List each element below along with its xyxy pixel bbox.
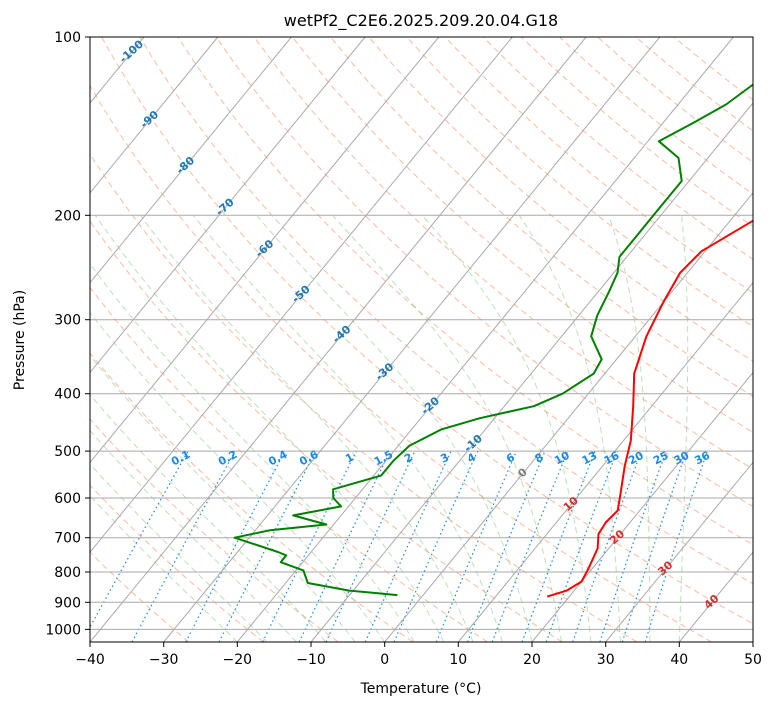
temperature-line (546, 219, 753, 598)
y-axis-label: Pressure (hPa) (12, 290, 28, 390)
moist-adiabat (678, 215, 689, 642)
x-tick-label: −30 (149, 652, 179, 668)
isotherm (384, 192, 753, 642)
dewpoint-line (233, 83, 753, 597)
y-tick-label: 400 (54, 387, 81, 403)
mixing-ratio-line (621, 450, 688, 642)
y-tick-label: 800 (54, 565, 81, 581)
plot-frame (89, 36, 754, 643)
dry-adiabat (253, 37, 753, 470)
isotherm (90, 37, 513, 553)
x-tick-label: 40 (670, 652, 688, 668)
moist-adiabat (256, 214, 533, 642)
x-tick-label: −20 (223, 652, 253, 668)
x-tick-label: 0 (380, 652, 389, 668)
dry-adiabat (90, 484, 264, 642)
mixing-ratio-line (325, 450, 416, 642)
mixing-ratio-line (599, 450, 667, 642)
isotherm (310, 102, 753, 642)
moist-adiabat (94, 215, 445, 642)
dry-adiabat (215, 37, 753, 507)
isotherm (90, 37, 587, 642)
isotherm (531, 371, 753, 642)
mixing-ratio-line (262, 450, 357, 642)
x-tick-label: −40 (75, 652, 105, 668)
dry-adiabat (90, 352, 414, 642)
moist-adiabats (90, 214, 689, 642)
isotherm (457, 281, 753, 642)
plot-area: -100-90-80-70-60-50-40-30-20-10010203040… (90, 37, 753, 642)
mixing-ratio-line (521, 450, 596, 642)
mixing-ratio-label: 10 (552, 449, 572, 468)
x-tick-label: 30 (597, 652, 615, 668)
y-tick-label: 300 (54, 313, 81, 329)
moist-adiabat (90, 311, 386, 642)
x-tick-label: 10 (449, 652, 467, 668)
x-tick-label: 20 (523, 652, 541, 668)
skewed-isotherms (90, 37, 753, 642)
isotherm (90, 37, 219, 194)
dry-adiabat (90, 551, 190, 642)
moist-adiabat (90, 495, 238, 642)
dry-adiabat (90, 84, 712, 642)
chart-title: wetPf2_C2E6.2025.209.20.04.G18 (284, 11, 558, 31)
dry-adiabat (90, 220, 563, 642)
dry-adiabat (90, 286, 488, 642)
moist-adiabat (90, 262, 415, 642)
moist-adiabat (421, 214, 592, 642)
mixing-ratio-label: 36 (692, 449, 712, 468)
moist-adiabat (90, 393, 327, 642)
mixing-ratio-label: 30 (672, 449, 692, 468)
moist-adiabat (139, 215, 474, 642)
sounding-series (233, 83, 753, 598)
y-tick-label: 900 (54, 595, 81, 611)
moist-adiabat (90, 354, 356, 642)
moist-adiabat (608, 215, 651, 642)
y-tick-label: 200 (54, 208, 81, 224)
x-tick-label: 50 (744, 652, 762, 668)
moist-adiabat (518, 215, 621, 642)
y-tick-label: 600 (54, 491, 81, 507)
mixing-ratio-line (491, 450, 569, 642)
y-tick-label: 700 (54, 531, 81, 547)
isobar-grid (90, 37, 753, 630)
y-axis: 100 200 300 400 500 600 700 800 900 1000 (45, 30, 90, 638)
isotherm (90, 37, 440, 464)
mixing-ratio-label: 20 (626, 449, 646, 468)
isotherm (90, 37, 366, 374)
dry-adiabat (90, 418, 339, 642)
mixing-ratio-line (298, 450, 391, 642)
y-tick-label: 1000 (45, 622, 81, 638)
x-axis: −40 −30 −20 −10 0 10 20 30 40 50 (75, 642, 762, 668)
isotherm (90, 37, 292, 284)
x-axis-label: Temperature (°C) (360, 681, 482, 697)
isotherm (236, 37, 734, 642)
isotherm (605, 461, 753, 642)
moist-adiabat (90, 463, 268, 642)
mixing-ratio-label: 25 (651, 449, 671, 468)
moist-adiabat (332, 214, 562, 642)
dry-adiabat (292, 37, 753, 433)
mixing-ratio-label: 16 (602, 449, 622, 468)
y-tick-label: 500 (54, 444, 81, 460)
y-tick-label: 100 (54, 30, 81, 46)
dry-adiabat (330, 37, 753, 398)
dry-adiabat (90, 153, 638, 642)
x-tick-label: −10 (296, 652, 326, 668)
mixing-ratio-label: 13 (580, 449, 600, 468)
